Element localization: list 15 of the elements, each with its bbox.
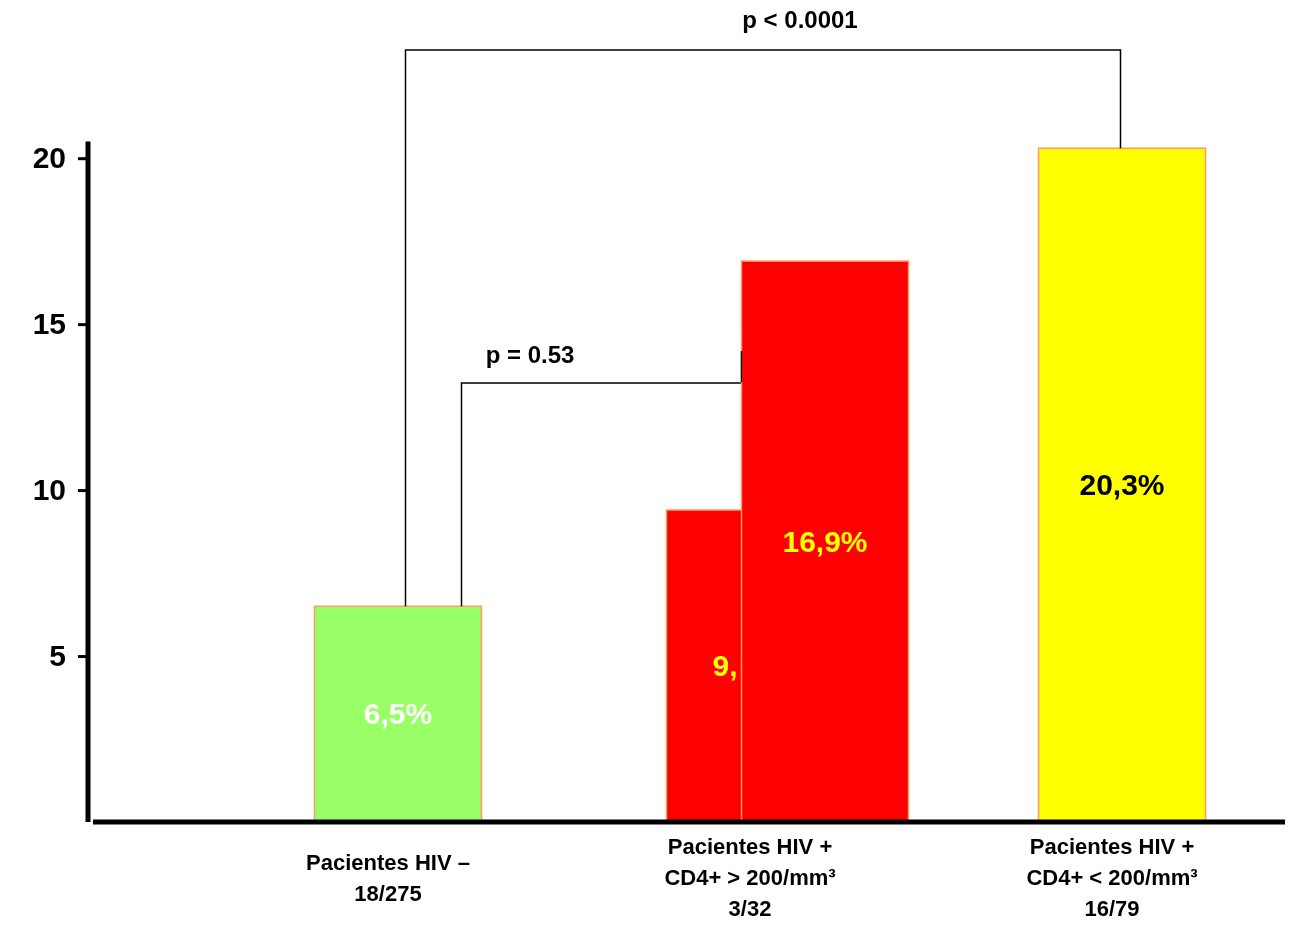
- y-tick-label: 20: [32, 141, 66, 175]
- data-label: 6,5%: [363, 697, 433, 731]
- data-label: 16,9%: [782, 524, 868, 558]
- x-tick-label: Pacientes HIV – 18/275: [306, 850, 470, 906]
- data-label: 20,3%: [1079, 468, 1165, 502]
- data-label: 9,: [712, 649, 738, 683]
- y-tick-label: 10: [32, 473, 66, 507]
- annotation: p = 0.53: [485, 341, 575, 368]
- x-tick-label: Pacientes HIV + CD4+ > 200/mm³ 3/32: [664, 834, 836, 921]
- bar: [1037, 147, 1207, 823]
- bar: [313, 605, 483, 823]
- y-tick-label: 5: [49, 639, 66, 673]
- y-tick-label: 15: [32, 307, 66, 341]
- x-tick-label: Pacientes HIV + CD4+ < 200/mm³ 16/79: [1026, 834, 1198, 921]
- text: p < 0.0001: [742, 6, 858, 33]
